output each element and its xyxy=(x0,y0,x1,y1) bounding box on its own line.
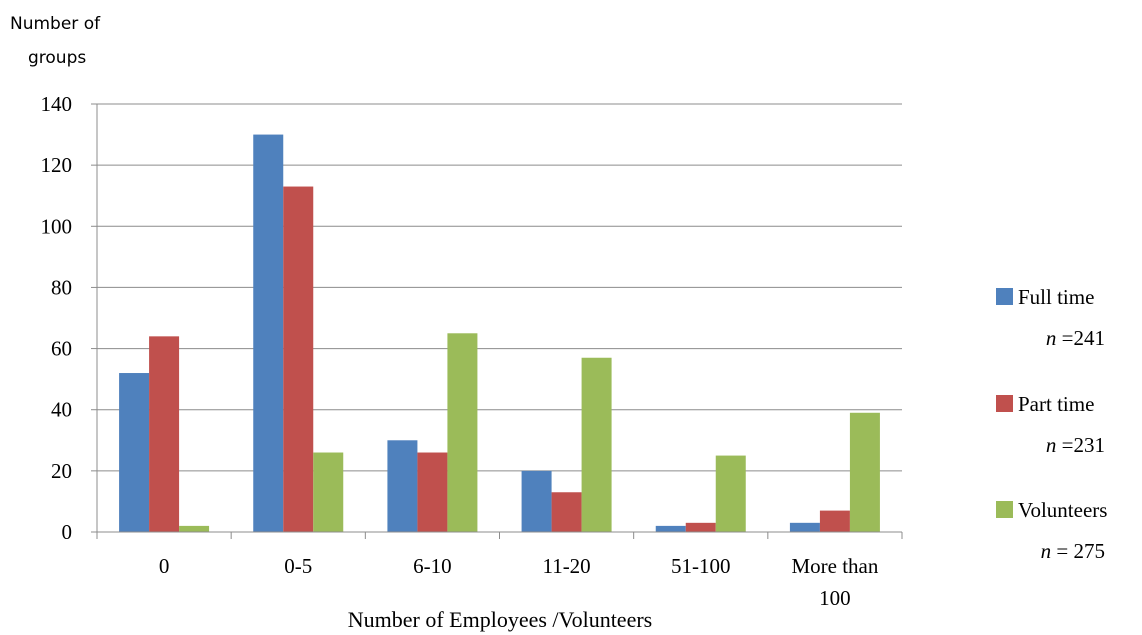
x-tick-label-5: More than 100 xyxy=(791,554,878,610)
bar-volunteers-6-10 xyxy=(447,333,478,532)
bar-volunteers-51-100 xyxy=(715,455,746,532)
y-axis-label-line1: Number of xyxy=(10,14,101,34)
bars xyxy=(119,134,880,533)
bar-volunteers-0 xyxy=(179,525,210,532)
bar-part-time-0 xyxy=(149,336,180,532)
y-tick-labels: 0 20 40 60 80 100 120 140 xyxy=(41,92,73,544)
legend-swatch-2 xyxy=(996,501,1013,518)
bar-part-time-more-than-100 xyxy=(819,510,850,532)
bar-part-time-51-100 xyxy=(685,522,716,532)
bar-full-time-0 xyxy=(119,373,150,532)
axes xyxy=(96,104,903,539)
gridlines xyxy=(91,103,902,533)
bar-full-time-more-than-100 xyxy=(789,522,820,532)
x-tick-label-1: 0-5 xyxy=(284,554,312,578)
bar-full-time-11-20 xyxy=(521,470,552,532)
legend-swatch-0 xyxy=(996,288,1013,305)
y-tick-label-40: 40 xyxy=(51,398,72,422)
y-tick-label-120: 120 xyxy=(41,153,73,177)
y-tick-label-80: 80 xyxy=(51,275,72,299)
bar-full-time-0-5 xyxy=(253,134,284,533)
legend-label-0: Full time xyxy=(1018,285,1094,309)
legend-label-1: Part time xyxy=(1018,392,1094,416)
bar-volunteers-0-5 xyxy=(313,452,344,532)
legend: Full time n =241 Part time n =231 Volunteers… xyxy=(996,285,1107,563)
legend-note-2: n = 275 xyxy=(1041,539,1105,563)
x-axis-title: Number of Employees /Volunteers xyxy=(348,607,652,632)
bar-full-time-51-100 xyxy=(655,525,686,532)
legend-swatch-1 xyxy=(996,395,1013,412)
legend-note-1: n =231 xyxy=(1046,433,1105,457)
bar-part-time-0-5 xyxy=(283,186,314,533)
y-tick-label-100: 100 xyxy=(41,214,73,238)
legend-label-2: Volunteers xyxy=(1018,498,1107,522)
y-axis-label-line2: groups xyxy=(28,48,86,68)
bar-volunteers-more-than-100 xyxy=(849,412,880,532)
bar-part-time-6-10 xyxy=(417,452,448,532)
y-tick-label-20: 20 xyxy=(51,459,72,483)
y-tick-label-140: 140 xyxy=(41,92,73,116)
y-tick-label-0: 0 xyxy=(62,520,73,544)
bar-full-time-6-10 xyxy=(387,440,418,532)
x-tick-label-2: 6-10 xyxy=(413,554,452,578)
bar-volunteers-11-20 xyxy=(581,357,612,532)
x-tick-label-3: 11-20 xyxy=(542,554,590,578)
x-tick-labels: 0 0-5 6-10 11-20 51-100 More than 100 xyxy=(159,554,879,610)
legend-note-0: n =241 xyxy=(1046,326,1105,350)
bar-part-time-11-20 xyxy=(551,492,582,532)
x-tick-label-0: 0 xyxy=(159,554,170,578)
x-tick-label-4: 51-100 xyxy=(671,554,731,578)
y-tick-label-60: 60 xyxy=(51,337,72,361)
